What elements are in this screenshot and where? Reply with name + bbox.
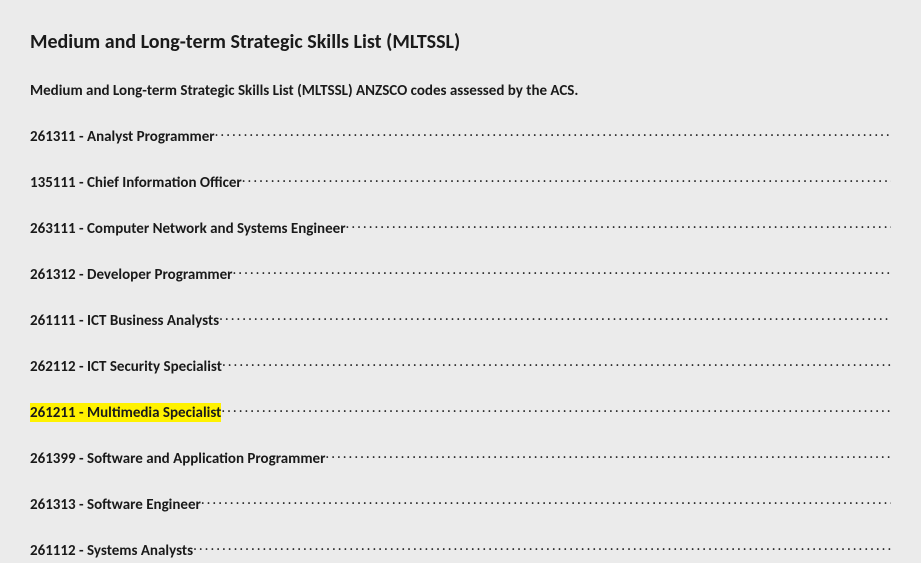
skills-list-entry: 261311 - Analyst Programmer: [30, 126, 891, 146]
entry-label: 262112 - ICT Security Specialist: [30, 358, 222, 376]
entry-label: 263111 - Computer Network and Systems En…: [30, 220, 346, 238]
entry-label: 261399 - Software and Application Progra…: [30, 450, 325, 468]
skills-list: 261311 - Analyst Programmer 135111 - Chi…: [30, 126, 891, 560]
dot-leader: [242, 172, 891, 187]
skills-list-entry: 261399 - Software and Application Progra…: [30, 448, 891, 468]
dot-leader: [215, 126, 891, 141]
entry-label: 261311 - Analyst Programmer: [30, 128, 215, 146]
entry-label: 261112 - Systems Analysts: [30, 542, 193, 560]
dot-leader: [201, 494, 891, 509]
dot-leader: [221, 402, 891, 417]
skills-list-entry: 261112 - Systems Analysts: [30, 540, 891, 560]
entry-label: 261313 - Software Engineer: [30, 496, 201, 514]
skills-list-entry: 261111 - ICT Business Analysts: [30, 310, 891, 330]
dot-leader: [222, 356, 891, 371]
skills-list-entry: 262112 - ICT Security Specialist: [30, 356, 891, 376]
skills-list-entry: 261211 - Multimedia Specialist: [30, 402, 891, 422]
entry-label: 135111 - Chief Information Officer: [30, 174, 242, 192]
dot-leader: [233, 264, 891, 279]
dot-leader: [346, 218, 891, 233]
page-subtitle: Medium and Long-term Strategic Skills Li…: [30, 82, 891, 100]
dot-leader: [219, 310, 891, 325]
skills-list-entry: 263111 - Computer Network and Systems En…: [30, 218, 891, 238]
skills-list-entry: 261313 - Software Engineer: [30, 494, 891, 514]
page-title: Medium and Long-term Strategic Skills Li…: [30, 30, 891, 54]
dot-leader: [193, 540, 891, 555]
entry-label: 261312 - Developer Programmer: [30, 266, 233, 284]
entry-label: 261111 - ICT Business Analysts: [30, 312, 219, 330]
skills-list-entry: 261312 - Developer Programmer: [30, 264, 891, 284]
dot-leader: [325, 448, 891, 463]
entry-label: 261211 - Multimedia Specialist: [30, 404, 221, 422]
skills-list-entry: 135111 - Chief Information Officer: [30, 172, 891, 192]
